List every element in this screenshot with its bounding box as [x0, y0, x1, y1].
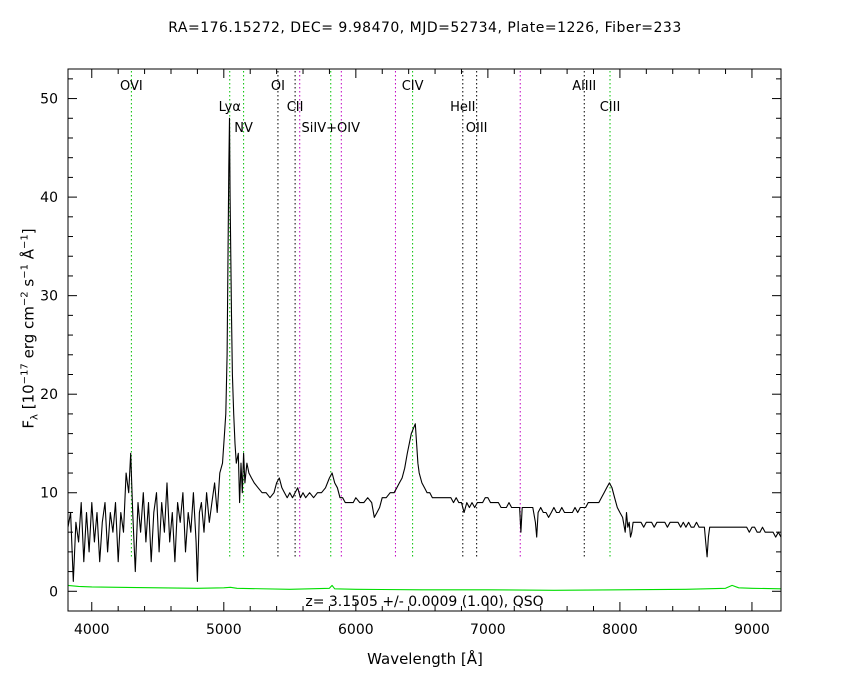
x-tick-label: 9000: [734, 622, 770, 638]
x-axis-label: Wavelength [Å]: [367, 650, 483, 668]
x-tick-label: 7000: [470, 622, 506, 638]
line-label: OVI: [120, 79, 143, 94]
x-tick-label: 8000: [602, 622, 638, 638]
line-label: SiIV+OIV: [302, 121, 361, 136]
x-tick-label: 5000: [206, 622, 242, 638]
line-label: CIII: [600, 100, 621, 115]
line-label: HeII: [450, 100, 475, 115]
series-error: [67, 584, 782, 591]
y-tick-label: 0: [49, 584, 58, 600]
y-tick-label: 50: [40, 92, 58, 108]
y-axis-label: Fλ [10−17 erg cm−2 s−1 Å−1]: [19, 228, 41, 429]
redshift-annotation: z= 3.1505 +/- 0.0009 (1.00), QSO: [305, 594, 543, 610]
line-label: AlIII: [572, 79, 596, 94]
line-label: CIV: [402, 79, 424, 94]
line-label: OI: [271, 79, 285, 94]
line-label: OIII: [466, 121, 488, 136]
line-label: Lyα: [219, 100, 241, 115]
y-tick-label: 20: [40, 387, 58, 403]
y-tick-label: 30: [40, 289, 58, 305]
line-label: CII: [287, 100, 304, 115]
annotation-layer: z= 3.1505 +/- 0.0009 (1.00), QSO: [305, 594, 543, 610]
axes: 4000 5000 6000 7000 8000 9000 0 10 20 30 40 50: [40, 68, 782, 638]
y-tick-label: 40: [40, 190, 58, 206]
series-layer: [67, 117, 782, 591]
plot-frame: [67, 68, 782, 612]
x-tick-label: 6000: [338, 622, 374, 638]
x-tick-label: 4000: [74, 622, 110, 638]
line-label: NV: [234, 121, 253, 136]
plot-header: RA=176.15272, DEC= 9.98470, MJD=52734, P…: [168, 20, 682, 36]
series-flux: [67, 117, 782, 582]
y-tick-label: 10: [40, 486, 58, 502]
